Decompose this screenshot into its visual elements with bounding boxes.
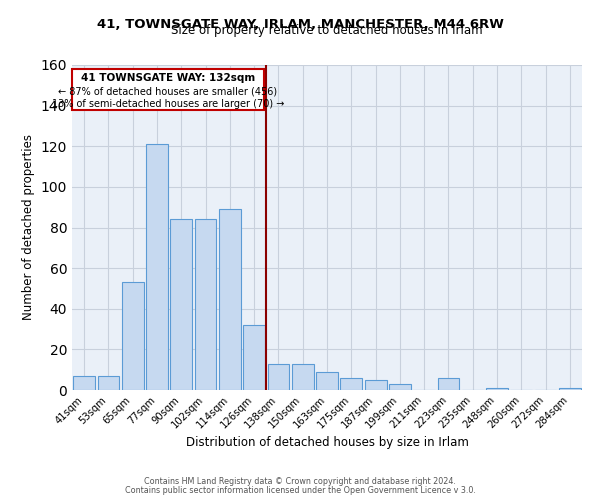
X-axis label: Distribution of detached houses by size in Irlam: Distribution of detached houses by size … xyxy=(185,436,469,449)
Bar xyxy=(316,372,338,390)
Text: Contains HM Land Registry data © Crown copyright and database right 2024.: Contains HM Land Registry data © Crown c… xyxy=(144,477,456,486)
Y-axis label: Number of detached properties: Number of detached properties xyxy=(22,134,35,320)
Title: Size of property relative to detached houses in Irlam: Size of property relative to detached ho… xyxy=(171,24,483,38)
Bar xyxy=(146,144,168,390)
Bar xyxy=(559,388,581,390)
Bar xyxy=(268,364,289,390)
Bar xyxy=(292,364,314,390)
Text: 41, TOWNSGATE WAY, IRLAM, MANCHESTER, M44 6RW: 41, TOWNSGATE WAY, IRLAM, MANCHESTER, M4… xyxy=(97,18,503,30)
Bar xyxy=(365,380,386,390)
Text: Contains public sector information licensed under the Open Government Licence v : Contains public sector information licen… xyxy=(125,486,475,495)
Bar xyxy=(389,384,411,390)
FancyBboxPatch shape xyxy=(72,69,264,110)
Bar xyxy=(340,378,362,390)
Bar xyxy=(219,209,241,390)
Text: 41 TOWNSGATE WAY: 132sqm: 41 TOWNSGATE WAY: 132sqm xyxy=(81,73,255,83)
Bar xyxy=(73,376,95,390)
Bar xyxy=(170,220,192,390)
Bar xyxy=(243,325,265,390)
Bar xyxy=(97,376,119,390)
Bar xyxy=(194,220,217,390)
Bar xyxy=(122,282,143,390)
Bar xyxy=(486,388,508,390)
Text: 13% of semi-detached houses are larger (70) →: 13% of semi-detached houses are larger (… xyxy=(52,98,284,108)
Bar xyxy=(437,378,460,390)
Text: ← 87% of detached houses are smaller (456): ← 87% of detached houses are smaller (45… xyxy=(58,86,277,97)
